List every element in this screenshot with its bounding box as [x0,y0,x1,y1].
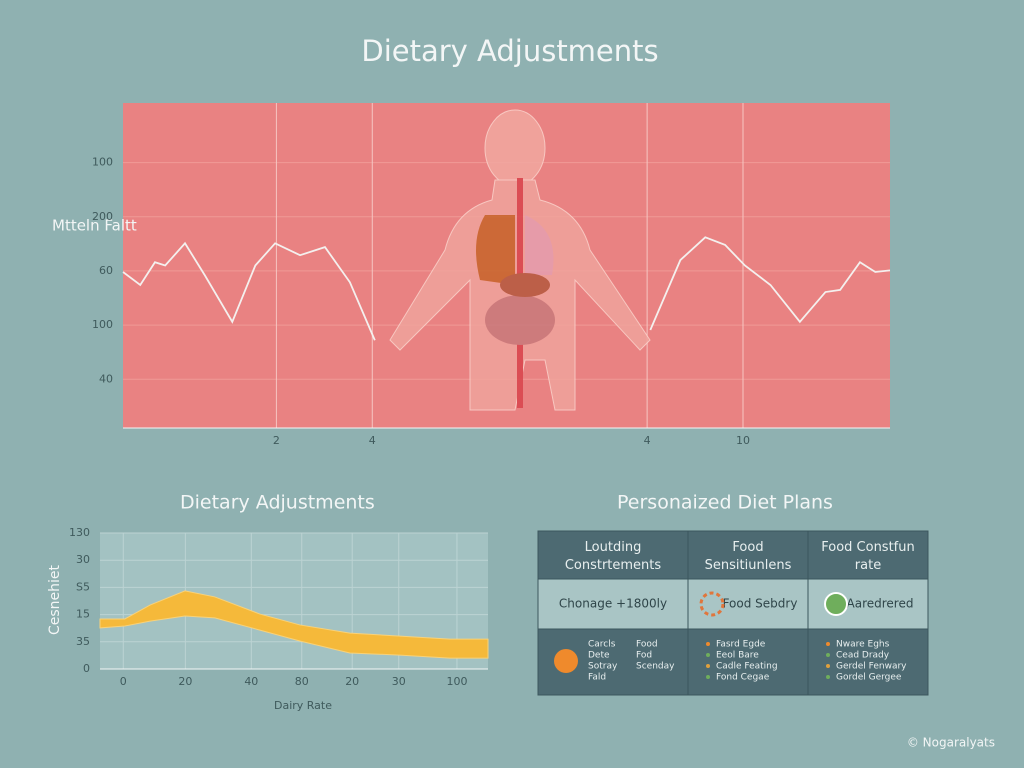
header-cell: Food Constfun rate [821,540,915,573]
table-cell-text: Food Sebdry [723,597,798,611]
bullet [706,675,710,679]
table-cell-text: Cead Drady [836,651,890,661]
x-tick-label: 80 [295,675,309,688]
y-tick-label: 15 [76,608,90,621]
bullet [706,642,710,646]
bullet [826,664,830,668]
table-cell-text: Chonage +1800ly [559,597,667,611]
y-tick-label: S5 [76,580,90,593]
table-cell-text: Fond Cegae [716,673,770,683]
y-axis-label: Mtteln Faltt [52,217,137,235]
bullet [826,642,830,646]
y-tick-label: 130 [69,526,90,539]
y-tick-label: 0 [83,662,90,675]
x-tick-label: 10 [736,434,750,447]
table-cell-text: Gordel Gergee [836,673,902,683]
y-tick-label: 100 [92,156,113,169]
band [99,590,489,659]
x-tick-label: 30 [392,675,406,688]
x-tick-label: 2 [273,434,280,447]
x-tick-label: 4 [644,434,651,447]
table-cell-text: Eeol Bare [716,651,759,661]
table-cell [807,628,929,696]
header-cell: Loutding Constrtements [565,540,662,573]
organ-stomach [500,273,550,297]
y-tick-label: 60 [99,264,113,277]
body-illustration [389,109,651,411]
x-tick-label: 40 [244,675,258,688]
table-cell-text: Scenday [636,662,675,672]
icon [699,591,725,617]
header-cell: Food Sensitiunlens [705,540,792,573]
bullet [706,653,710,657]
table-title: Personaized Diet Plans [617,492,833,514]
table-cell [687,628,809,696]
x-tick-label: 20 [345,675,359,688]
table-cell [537,578,689,630]
y-axis-label: Cesnehiet [47,564,63,635]
table-cell-text: Nware Eghs [836,640,890,650]
table-cell-text: Fald [588,673,606,683]
bullet [826,653,830,657]
x-axis-label: Dairy Rate [274,699,332,712]
chart-title: Dietary Adjustments [180,492,375,514]
bullet [826,675,830,679]
table-cell [537,530,689,580]
line [649,236,891,331]
icon [824,592,848,616]
table-cell [807,530,929,580]
table-cell-text: Fod [636,651,652,661]
bullet [706,664,710,668]
organ-lung [476,215,515,285]
organ-lung [525,215,554,275]
head [484,109,546,187]
table-cell-text: Cadle Feating [716,662,778,672]
y-tick-label: 35 [76,635,90,648]
table-cell-text: Carcls [588,640,616,650]
y-tick-label: 30 [76,553,90,566]
x-tick-label: 100 [446,675,467,688]
table-cell-text: Gerdel Fenwary [836,662,907,672]
y-tick-label: 100 [92,318,113,331]
table-cell-text: Sotray [588,662,618,672]
y-tick-label: 200 [92,210,113,223]
icon [554,649,578,673]
page-title: Dietary Adjustments [361,34,658,68]
watermark: © Nogaralyats [907,736,995,750]
table-cell-text: Fasrd Egde [716,640,766,650]
table-cell [687,578,809,630]
x-tick-label: 4 [369,434,376,447]
table-cell-text: Aaredrered [847,597,914,611]
table-cell [687,530,809,580]
x-tick-label: 0 [120,675,127,688]
y-tick-label: 40 [99,372,113,385]
x-tick-label: 20 [178,675,192,688]
table-cell-text: Dete [588,651,610,661]
table-cell-text: Food [636,640,658,650]
organ-intestine [485,295,555,345]
line [122,241,376,341]
